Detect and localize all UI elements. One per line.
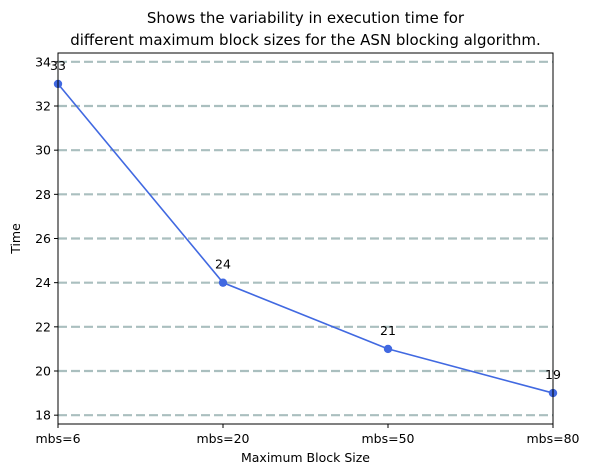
y-tick-label: 30 <box>35 143 51 158</box>
y-axis-ticks: 18 20 22 24 26 28 30 32 34 <box>35 54 58 423</box>
series-layer <box>53 79 558 398</box>
x-tick-label: mbs=50 <box>361 431 414 446</box>
data-labels: 33 24 21 19 <box>50 58 561 382</box>
data-point <box>218 278 228 287</box>
y-tick-label: 32 <box>35 99 51 114</box>
chart-title-line-1: Shows the variability in execution time … <box>147 9 465 27</box>
y-tick-label: 28 <box>35 187 51 202</box>
data-label: 21 <box>380 323 396 338</box>
x-tick-label: mbs=20 <box>196 431 249 446</box>
data-point <box>383 344 393 354</box>
y-tick-label: 22 <box>35 319 51 334</box>
y-tick-label: 18 <box>35 408 51 423</box>
gridlines <box>58 60 553 417</box>
x-tick-label: mbs=6 <box>35 431 80 446</box>
data-label: 19 <box>545 367 561 382</box>
y-tick-label: 34 <box>35 54 51 69</box>
y-tick-label: 24 <box>35 275 51 290</box>
x-tick-label: mbs=80 <box>526 431 579 446</box>
chart-title-line-2: different maximum block sizes for the AS… <box>70 31 541 49</box>
data-label: 24 <box>215 257 231 272</box>
y-tick-label: 26 <box>35 231 51 246</box>
y-axis-label: Time <box>8 223 23 255</box>
data-label: 33 <box>50 58 66 73</box>
x-axis-ticks: mbs=6 mbs=20 mbs=50 mbs=80 <box>35 424 580 446</box>
series-line <box>57 83 554 394</box>
y-tick-label: 20 <box>35 364 51 379</box>
x-axis-label: Maximum Block Size <box>241 450 370 465</box>
